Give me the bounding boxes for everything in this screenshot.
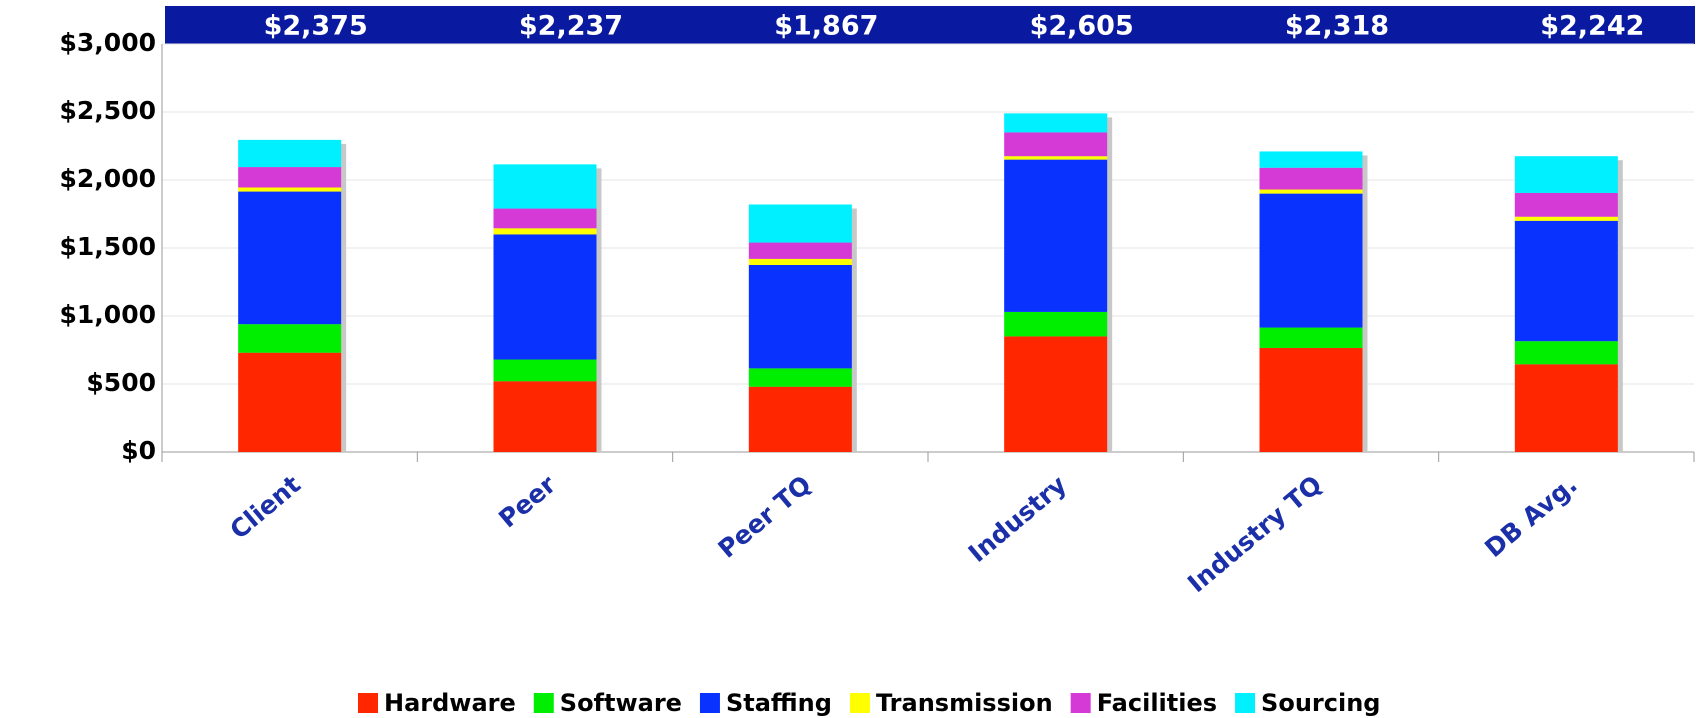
bar-segment <box>1259 151 1363 168</box>
x-tick-group: Industry TQ <box>1182 470 1327 598</box>
bar-segment <box>1514 220 1618 342</box>
bar-segment <box>1259 189 1363 194</box>
x-tick-group: Industry <box>963 470 1072 568</box>
x-tick-label: DB Avg. <box>1479 470 1582 563</box>
bar-segment <box>1004 311 1108 337</box>
x-tick-label: Industry <box>963 470 1072 568</box>
legend-swatch <box>849 693 870 713</box>
y-tick-label: $2,000 <box>60 164 156 193</box>
x-tick-label: Client <box>224 470 306 545</box>
bar-segment <box>238 167 342 188</box>
bar-segment <box>748 258 852 265</box>
legend-swatch <box>699 693 720 713</box>
bar-segment <box>748 242 852 259</box>
bar-segment <box>493 164 597 209</box>
y-tick-label: $1,000 <box>60 300 156 329</box>
legend-label: Hardware <box>384 689 516 717</box>
bar-segment <box>748 386 852 452</box>
bar-segment <box>493 359 597 382</box>
bar-segment <box>1514 216 1618 221</box>
x-tick-label: Peer <box>493 469 562 533</box>
x-tick-group: Client <box>224 470 306 545</box>
legend-swatch <box>1070 693 1091 713</box>
bar-segment <box>493 234 597 360</box>
bar-segment <box>238 139 342 168</box>
x-tick-group: Peer TQ <box>713 470 817 564</box>
legend-swatch <box>1235 693 1256 713</box>
bar-segment <box>748 265 852 369</box>
total-label: $2,242 <box>1540 11 1644 42</box>
legend-label: Transmission <box>876 689 1053 717</box>
bar-segment <box>748 204 852 243</box>
legend-swatch <box>533 693 554 713</box>
bar-segment <box>1259 327 1363 348</box>
bar-segment <box>1514 341 1618 365</box>
bar-segment <box>1514 364 1618 452</box>
total-label: $1,867 <box>774 11 878 42</box>
y-tick-label: $1,500 <box>60 232 156 261</box>
bar-segment <box>238 191 342 325</box>
bar-segment <box>1004 113 1108 133</box>
bar-segment <box>1004 156 1108 160</box>
y-tick-label: $3,000 <box>60 28 156 57</box>
bar-segment <box>1259 193 1363 328</box>
y-tick-label: $0 <box>121 436 156 465</box>
bar-segment <box>493 208 597 229</box>
bar-segment <box>1514 156 1618 193</box>
bar-segment <box>238 187 342 192</box>
x-tick-group: DB Avg. <box>1479 470 1582 563</box>
x-tick-label: Industry TQ <box>1182 470 1327 598</box>
total-label: $2,318 <box>1285 11 1389 42</box>
bar-segment <box>493 228 597 235</box>
bar-segment <box>1259 167 1363 190</box>
total-label: $2,375 <box>264 11 368 42</box>
total-label: $2,605 <box>1030 11 1134 42</box>
legend-label: Staffing <box>726 689 832 717</box>
bar-segment <box>238 352 342 452</box>
legend-label: Facilities <box>1097 689 1217 717</box>
bar-segment <box>1004 159 1108 312</box>
legend-swatch <box>358 693 378 713</box>
legend-label: Software <box>560 689 682 717</box>
bar-segment <box>1259 347 1363 452</box>
totals-banner <box>165 6 1695 44</box>
legend: Hardware Software Staffing Transmission Faci… <box>358 689 1380 717</box>
bar-segment <box>238 324 342 353</box>
bar-segment <box>1514 192 1618 217</box>
x-tick-label: Peer TQ <box>713 470 817 564</box>
y-tick-label: $500 <box>86 368 156 397</box>
bar-segment <box>1004 336 1108 452</box>
x-tick-group: Peer <box>493 469 562 533</box>
total-label: $2,237 <box>519 11 623 42</box>
y-tick-label: $2,500 <box>60 96 156 125</box>
bar-segment <box>1004 132 1108 157</box>
bar-segment <box>493 381 597 452</box>
legend-label: Sourcing <box>1261 689 1380 717</box>
bar-segment <box>748 368 852 387</box>
